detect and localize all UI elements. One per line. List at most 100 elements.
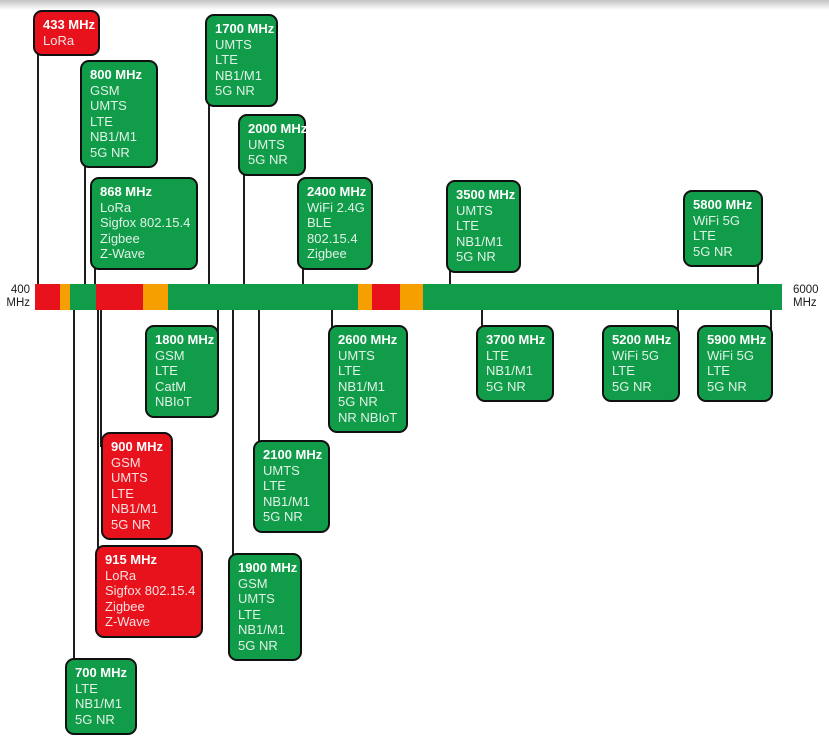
callout-868-technology: LoRa: [100, 199, 132, 215]
callout-433-title: 433 MHz: [43, 17, 96, 32]
band-segment-1-orange: [60, 284, 70, 310]
callout-915-technology: Z-Wave: [105, 614, 151, 629]
callout-3700-technology: NB1/M1: [486, 363, 533, 378]
callout-900-technology: LTE: [111, 485, 134, 501]
frequency-callout-1700: 1700 MHz UMTS LTE NB1/M1 5G NR: [205, 14, 278, 107]
callout-1700-technology: LTE: [215, 52, 238, 67]
connector-line-3700: [481, 309, 483, 340]
callout-800-technology: UMTS: [90, 98, 127, 113]
callout-1900-technology: UMTS: [238, 591, 275, 606]
frequency-callout-433: 433 MHz LoRa: [33, 10, 100, 56]
callout-1900-technology: LTE: [238, 606, 261, 622]
callout-1800-technology: NBIoT: [155, 394, 192, 409]
callout-2400-technology: WiFi 2.4G: [307, 199, 365, 215]
frequency-callout-3500: 3500 MHz UMTS LTE NB1/M1 5G NR: [446, 180, 521, 273]
band-segment-2-green: [70, 284, 96, 310]
callout-3700-technology: 5G NR: [486, 378, 526, 394]
callout-1900-title: 1900 MHz: [238, 560, 298, 575]
callout-2400-technology: Zigbee: [307, 246, 347, 261]
band-segment-0-red: [35, 284, 60, 310]
callout-1800-technology: GSM: [155, 347, 185, 363]
callout-2600-technology: NR NBIoT: [338, 409, 398, 425]
callout-700-technology: 5G NR: [75, 711, 115, 727]
frequency-callout-1800: 1800 MHz GSM LTE CatM NBIoT: [145, 325, 219, 418]
callout-3500-technology: NB1/M1: [456, 233, 503, 249]
frequency-callout-868: 868 MHz LoRa Sigfox 802.15.4 Zigbee Z-Wave: [90, 177, 198, 270]
callout-5900-technology: WiFi 5G: [707, 347, 754, 363]
callout-2600-technology: UMTS: [338, 347, 375, 363]
connector-line-5200: [677, 309, 679, 340]
callout-900-technology: NB1/M1: [111, 501, 158, 516]
callout-900-technology: UMTS: [111, 470, 148, 485]
frequency-callout-3700: 3700 MHz LTE NB1/M1 5G NR: [476, 325, 554, 402]
callout-915-technology: Zigbee: [105, 598, 145, 614]
callout-915-technology: LoRa: [105, 567, 137, 583]
callout-5200-title: 5200 MHz: [612, 332, 672, 347]
callout-868-title: 868 MHz: [100, 184, 153, 199]
callout-5800-title: 5800 MHz: [693, 197, 753, 212]
frequency-callout-1900: 1900 MHz GSM UMTS LTE NB1/M1 5G NR: [228, 553, 302, 661]
callout-3700-technology: LTE: [486, 347, 509, 363]
callout-2600-title: 2600 MHz: [338, 332, 398, 347]
band-segment-3-red: [96, 284, 143, 310]
callout-800-technology: NB1/M1: [90, 129, 137, 144]
connector-line-915: [97, 309, 99, 560]
callout-2400-technology: 802.15.4: [307, 230, 358, 246]
callout-868-technology: Sigfox 802.15.4: [100, 215, 191, 230]
frequency-callout-900: 900 MHz GSM UMTS LTE NB1/M1 5G NR: [101, 432, 173, 540]
callout-1700-technology: NB1/M1: [215, 67, 262, 83]
frequency-callout-915: 915 MHz LoRa Sigfox 802.15.4 Zigbee Z-Wave: [95, 545, 203, 638]
callout-5900-technology: 5G NR: [707, 378, 747, 394]
frequency-callout-2000: 2000 MHz UMTS 5G NR: [238, 114, 308, 176]
callout-5900-title: 5900 MHz: [707, 332, 767, 347]
callout-3500-title: 3500 MHz: [456, 187, 516, 202]
callout-5200-technology: 5G NR: [612, 378, 652, 394]
frequency-callout-5900: 5900 MHz WiFi 5G LTE 5G NR: [697, 325, 773, 402]
callout-5800-technology: 5G NR: [693, 243, 733, 259]
connector-line-2100: [258, 309, 260, 455]
callout-2000-technology: 5G NR: [248, 152, 288, 167]
axis-start-unit: MHz: [6, 297, 30, 309]
connector-line-700: [73, 309, 75, 673]
callout-1700-technology: UMTS: [215, 36, 252, 52]
callout-2000-technology: UMTS: [248, 136, 285, 152]
callout-900-title: 900 MHz: [111, 439, 164, 454]
frequency-callout-2400: 2400 MHz WiFi 2.4G BLE 802.15.4 Zigbee: [297, 177, 373, 270]
frequency-callout-2600: 2600 MHz UMTS LTE NB1/M1 5G NR NR NBIoT: [328, 325, 408, 433]
axis-label-start: 400 MHz: [0, 284, 30, 310]
callout-2400-title: 2400 MHz: [307, 184, 367, 199]
callout-868-technology: Zigbee: [100, 230, 140, 246]
callout-3500-technology: UMTS: [456, 202, 493, 218]
band-segment-5-green: [168, 284, 358, 310]
callout-1800-technology: LTE: [155, 363, 178, 378]
callout-5200-technology: WiFi 5G: [612, 347, 659, 363]
connector-line-900: [100, 309, 102, 447]
frequency-callout-5800: 5800 MHz WiFi 5G LTE 5G NR: [683, 190, 763, 267]
band-segment-7-red: [372, 284, 400, 310]
callout-2100-technology: UMTS: [263, 462, 300, 478]
callout-5800-technology: LTE: [693, 228, 716, 243]
callout-433-technology: LoRa: [43, 32, 75, 48]
callout-1900-technology: 5G NR: [238, 637, 278, 653]
frequency-callout-700: 700 MHz LTE NB1/M1 5G NR: [65, 658, 137, 735]
band-segment-6-orange: [358, 284, 372, 310]
top-fade-band: [0, 0, 829, 10]
frequency-callout-5200: 5200 MHz WiFi 5G LTE 5G NR: [602, 325, 680, 402]
callout-800-title: 800 MHz: [90, 67, 143, 82]
callout-1900-technology: GSM: [238, 575, 268, 591]
callout-2000-title: 2000 MHz: [248, 121, 308, 136]
callout-2400-technology: BLE: [307, 215, 332, 230]
frequency-bar: [35, 284, 782, 310]
callout-1700-title: 1700 MHz: [215, 21, 275, 36]
band-segment-4-orange: [143, 284, 168, 310]
callout-1900-technology: NB1/M1: [238, 622, 285, 637]
callout-3500-technology: 5G NR: [456, 249, 496, 264]
callout-2600-technology: 5G NR: [338, 394, 378, 409]
callout-3700-title: 3700 MHz: [486, 332, 546, 347]
connector-line-5900: [770, 309, 772, 340]
connector-line-1900: [232, 309, 234, 568]
callout-700-title: 700 MHz: [75, 665, 128, 680]
callout-1800-title: 1800 MHz: [155, 332, 215, 347]
connector-line-2000: [243, 129, 245, 285]
